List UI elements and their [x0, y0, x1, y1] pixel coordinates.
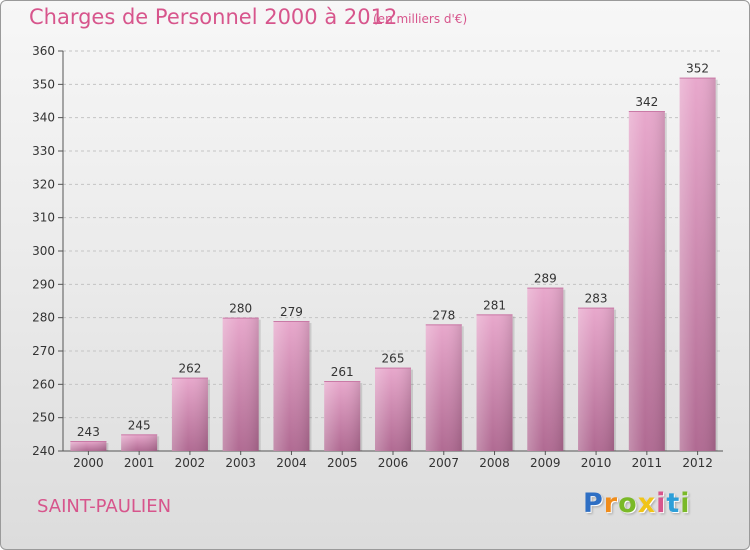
proxiti-logo: Proxiti	[583, 488, 691, 519]
bars	[70, 77, 718, 452]
y-tick-label: 340	[32, 111, 55, 125]
data-label: 281	[483, 298, 506, 312]
logo-letter: t	[666, 488, 681, 519]
logo-letter: P	[583, 488, 604, 519]
bar-shading	[679, 77, 716, 452]
axes: 240 250 260 270 280 290 300 310 320 330 340 350 360 2…	[32, 44, 723, 470]
y-tick-label: 240	[32, 444, 55, 458]
data-label: 280	[229, 302, 252, 316]
data-label: 261	[331, 365, 354, 379]
chart-subtitle: (en milliers d'€)	[373, 12, 468, 26]
logo-letter: o	[618, 488, 638, 519]
data-label: 283	[585, 292, 608, 306]
x-tick-label: 2009	[530, 456, 561, 470]
data-label: 278	[432, 308, 455, 322]
x-tick-label: 2012	[682, 456, 713, 470]
data-label: 342	[635, 95, 658, 109]
bar-shading	[375, 367, 411, 451]
commune-name: SAINT-PAULIEN	[37, 496, 172, 517]
y-tick-label: 310	[32, 211, 55, 225]
bar-shading	[527, 287, 564, 451]
bar-shading	[425, 324, 462, 451]
data-label: 245	[128, 418, 151, 432]
bar-shading	[578, 307, 615, 451]
x-tick-label: 2008	[479, 456, 510, 470]
bar-shading	[121, 434, 158, 451]
x-tick-label: 2005	[327, 456, 358, 470]
y-tick-label: 330	[32, 144, 55, 158]
bar-shading	[70, 441, 107, 451]
bar-shading	[628, 111, 665, 451]
data-label: 352	[686, 62, 709, 76]
x-tick-label: 2002	[175, 456, 206, 470]
labels: 243 245 262 280 279 261 265 278 281 289 283 342 352	[77, 62, 709, 439]
y-tick-label: 290	[32, 277, 55, 291]
data-label: 289	[534, 272, 557, 286]
x-tick-label: 2011	[632, 456, 663, 470]
x-tick-label: 2001	[124, 456, 155, 470]
y-tick-label: 300	[32, 244, 55, 258]
chart-title: Charges de Personnel 2000 à 2012	[29, 5, 398, 29]
y-tick-label: 270	[32, 344, 55, 358]
y-tick-label: 250	[32, 411, 55, 425]
data-label: 243	[77, 425, 100, 439]
x-tick-label: 2006	[378, 456, 409, 470]
logo-letter: r	[603, 488, 619, 519]
bar-shading	[273, 321, 310, 451]
x-tick-label: 2010	[581, 456, 612, 470]
bar-shading	[222, 317, 259, 451]
y-tick-label: 350	[32, 77, 55, 91]
data-label: 279	[280, 305, 303, 319]
x-tick-label: 2003	[225, 456, 256, 470]
y-tick-label: 280	[32, 311, 55, 325]
x-tick-label: 2007	[428, 456, 459, 470]
bar-shading	[324, 381, 361, 451]
x-tick-label: 2004	[276, 456, 307, 470]
bar-shading	[476, 314, 513, 451]
x-tick-label: 2000	[73, 456, 104, 470]
data-label: 265	[382, 352, 405, 366]
logo-letter: i	[656, 488, 667, 519]
logo-letter: x	[637, 488, 657, 519]
y-tick-label: 260	[32, 377, 55, 391]
y-tick-label: 320	[32, 177, 55, 191]
logo-letter: i	[680, 488, 691, 519]
y-tick-label: 360	[32, 44, 55, 58]
bar-shading	[171, 377, 208, 451]
data-label: 262	[178, 362, 201, 376]
